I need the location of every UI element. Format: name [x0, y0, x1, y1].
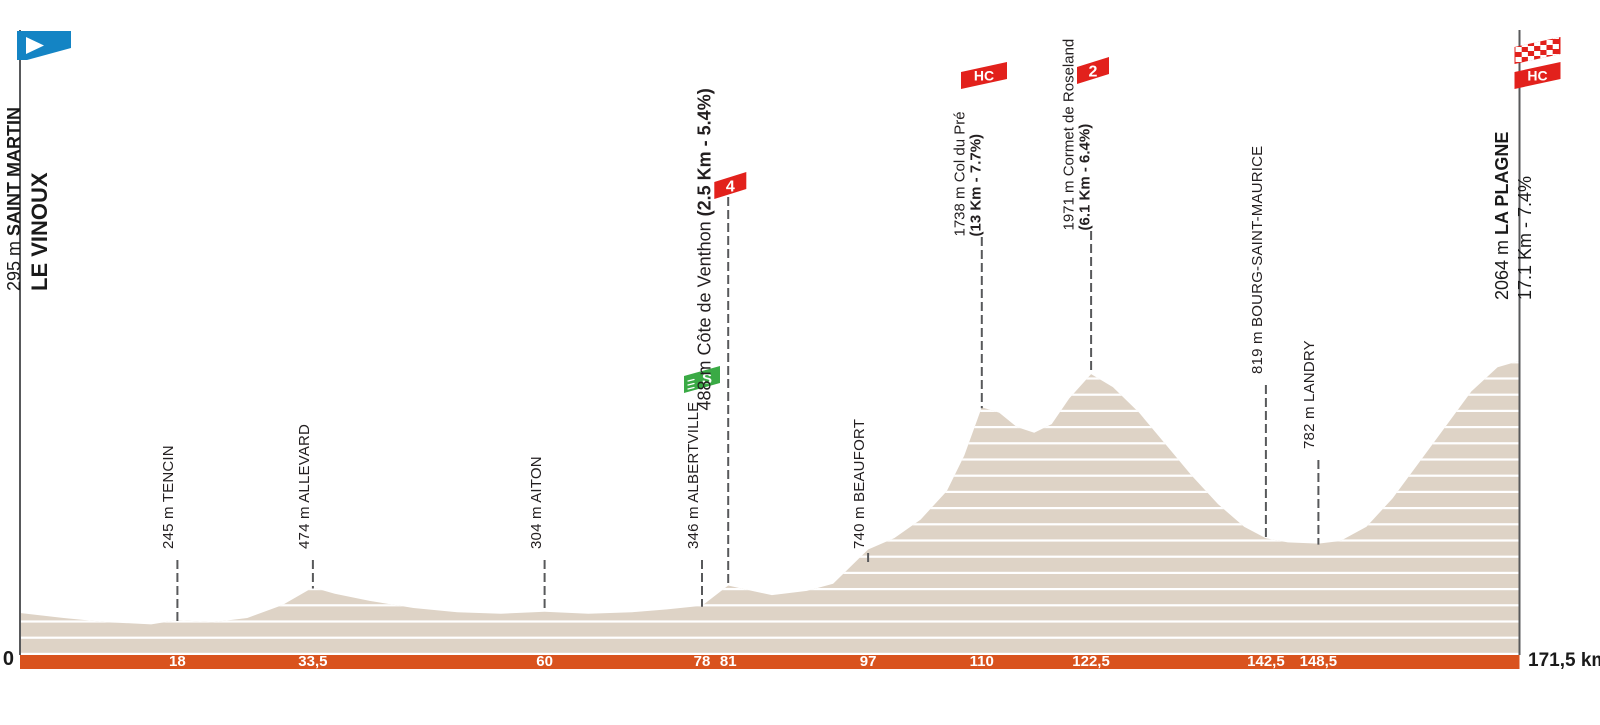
svg-text:4: 4: [726, 178, 735, 195]
svg-text:HC: HC: [974, 68, 994, 84]
svg-text:HC: HC: [1527, 68, 1547, 84]
